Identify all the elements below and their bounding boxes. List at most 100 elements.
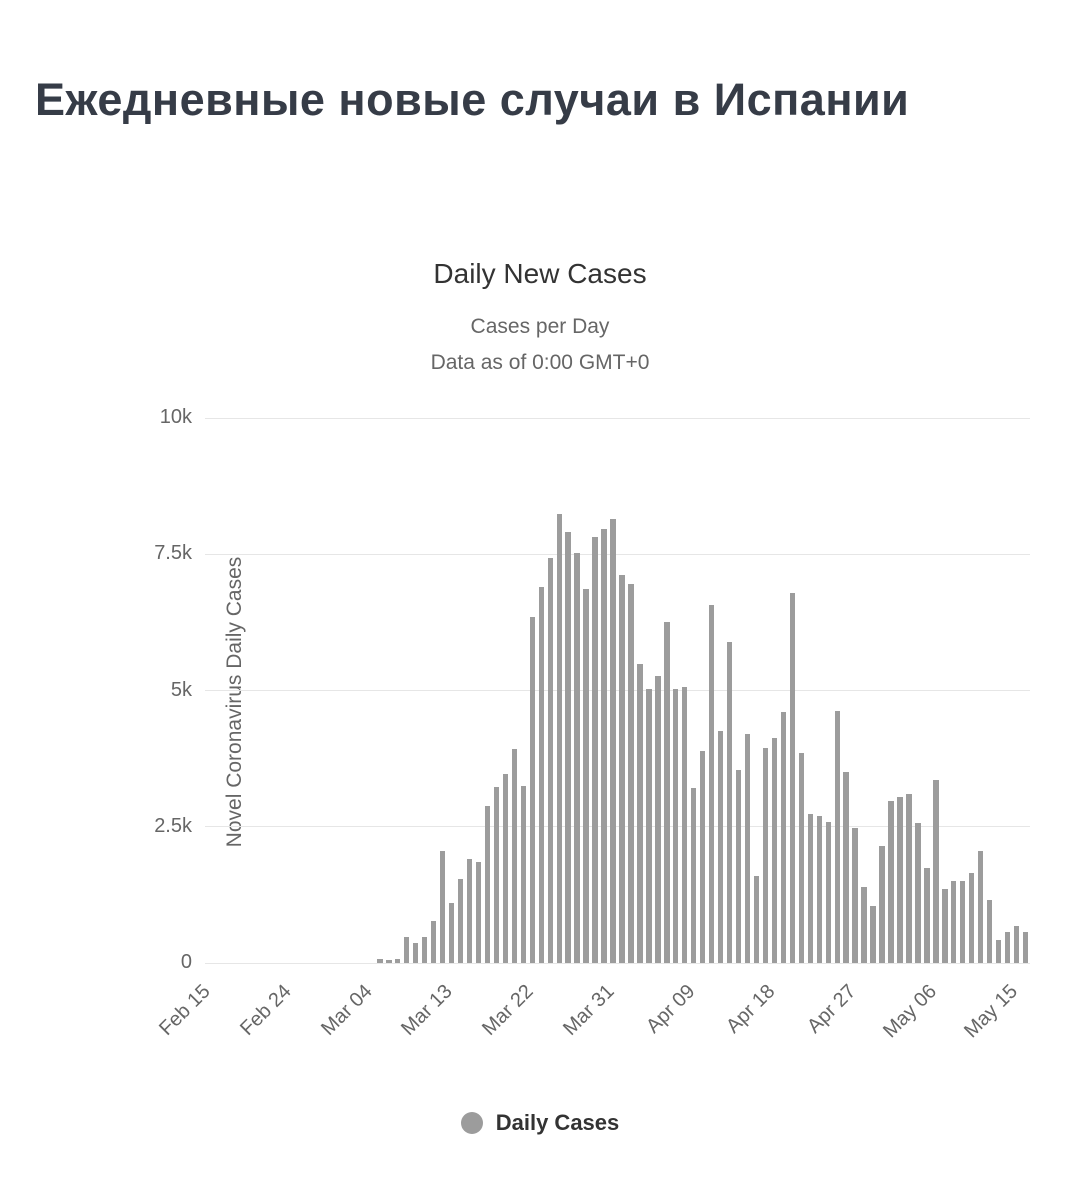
x-tick-label-feb-15: Feb 15 [155, 980, 215, 1040]
x-tick-label-apr-09: Apr 09 [641, 980, 700, 1038]
bar-apr-05[interactable] [655, 675, 661, 963]
bar-apr-13[interactable] [726, 642, 733, 963]
bar-may-05[interactable] [924, 868, 930, 963]
bar-apr-24[interactable] [825, 821, 831, 963]
bar-apr-07[interactable] [673, 689, 679, 963]
legend-item-daily-cases[interactable]: Daily Cases [0, 1103, 1080, 1143]
gridline-0 [205, 962, 1030, 964]
bar-apr-10[interactable] [699, 751, 706, 963]
bar-mar-06[interactable] [386, 960, 392, 963]
gridline-2.5k [205, 826, 1030, 828]
bar-mar-08[interactable] [404, 936, 410, 963]
bar-mar-11[interactable] [430, 920, 437, 963]
bar-mar-12[interactable] [439, 851, 446, 963]
bar-apr-26[interactable] [843, 772, 849, 963]
bar-mar-31[interactable] [610, 518, 616, 963]
bar-mar-27[interactable] [574, 553, 580, 963]
bar-may-01[interactable] [888, 800, 894, 963]
legend-label: Daily Cases [495, 1110, 620, 1135]
bar-apr-12[interactable] [717, 730, 724, 963]
bar-apr-08[interactable] [682, 686, 688, 963]
bar-apr-23[interactable] [816, 815, 822, 963]
bar-mar-25[interactable] [556, 513, 562, 963]
bar-mar-09[interactable] [413, 942, 419, 963]
chart-subtitle-data-asof: Data as of 0:00 GMT+0 [430, 351, 650, 374]
bar-may-08[interactable] [951, 881, 957, 963]
bar-may-07[interactable] [942, 889, 948, 963]
bar-apr-16[interactable] [753, 875, 760, 963]
bar-apr-27[interactable] [852, 827, 858, 963]
x-tick-label-may-15: May 15 [960, 980, 1022, 1043]
x-tick-label-apr-18: Apr 18 [722, 980, 780, 1038]
bar-may-02[interactable] [897, 797, 903, 963]
bar-apr-02[interactable] [628, 584, 634, 963]
bar-apr-09[interactable] [691, 788, 697, 963]
bar-apr-14[interactable] [735, 769, 742, 963]
bar-apr-06[interactable] [664, 622, 670, 963]
bar-may-06[interactable] [933, 780, 939, 963]
bar-mar-07[interactable] [395, 959, 401, 963]
bar-mar-14[interactable] [457, 878, 464, 963]
bar-may-12[interactable] [986, 900, 993, 963]
gridline-7.5k [205, 553, 1030, 555]
x-tick-label-mar-22: Mar 22 [478, 980, 538, 1040]
bar-mar-29[interactable] [592, 536, 598, 963]
chart-subtitle-cases-per-day: Cases per Day [470, 315, 610, 338]
bar-apr-20[interactable] [789, 592, 796, 963]
bar-may-14[interactable] [1004, 932, 1011, 963]
bar-may-11[interactable] [977, 851, 984, 963]
bar-mar-30[interactable] [601, 529, 607, 963]
bar-apr-04[interactable] [646, 689, 652, 963]
bar-apr-17[interactable] [762, 747, 769, 963]
bar-mar-15[interactable] [466, 859, 473, 963]
bar-apr-30[interactable] [879, 846, 885, 963]
y-tick-label-0: 0 [180, 951, 192, 973]
bar-mar-21[interactable] [520, 786, 527, 963]
bar-mar-28[interactable] [583, 588, 589, 963]
bar-mar-20[interactable] [511, 749, 518, 963]
plot-area: Novel Coronavirus Daily Cases 0 2.5k 5k 7.5… [154, 406, 1030, 1042]
x-tick-label-mar-31: Mar 31 [558, 980, 619, 1040]
bar-apr-03[interactable] [637, 663, 643, 963]
page-title: Ежедневные новые случаи в Испании [35, 74, 910, 126]
x-tick-label-feb-24: Feb 24 [236, 980, 296, 1040]
bar-may-16[interactable] [1022, 932, 1029, 963]
bar-apr-19[interactable] [780, 712, 787, 963]
bar-mar-26[interactable] [565, 531, 571, 963]
bar-mar-10[interactable] [422, 936, 428, 963]
bar-apr-18[interactable] [771, 737, 778, 963]
bar-apr-22[interactable] [807, 813, 813, 963]
x-tick-label-may-06: May 06 [879, 980, 942, 1043]
y-tick-label-7.5k: 7.5k [154, 542, 192, 565]
bar-apr-29[interactable] [870, 905, 876, 963]
bar-apr-11[interactable] [708, 604, 715, 963]
bar-apr-21[interactable] [798, 753, 805, 963]
bar-apr-01[interactable] [619, 574, 625, 963]
bar-mar-22[interactable] [529, 617, 535, 963]
bar-may-15[interactable] [1013, 925, 1020, 963]
bar-may-10[interactable] [969, 873, 975, 963]
bar-mar-19[interactable] [502, 774, 509, 963]
bar-apr-28[interactable] [861, 886, 867, 963]
y-axis-title: Novel Coronavirus Daily Cases [223, 556, 246, 848]
bar-mar-24[interactable] [547, 557, 553, 963]
y-tick-label-10k: 10k [159, 406, 192, 428]
bar-mar-17[interactable] [484, 806, 491, 963]
bar-apr-25[interactable] [834, 711, 840, 963]
bar-may-03[interactable] [906, 793, 912, 963]
x-tick-label-mar-04: Mar 04 [316, 980, 377, 1040]
bar-mar-23[interactable] [538, 586, 544, 963]
bar-may-09[interactable] [960, 881, 966, 963]
gridline-5k [205, 690, 1030, 691]
x-tick-label-apr-27: Apr 27 [803, 980, 861, 1038]
bar-apr-15[interactable] [744, 733, 751, 963]
chart-title: Daily New Cases [433, 258, 647, 289]
bar-may-04[interactable] [915, 823, 921, 963]
gridline-10k [205, 417, 1030, 419]
bar-mar-16[interactable] [475, 862, 482, 963]
legend-marker-icon [460, 1112, 483, 1134]
bar-may-13[interactable] [995, 940, 1002, 963]
bar-mar-18[interactable] [493, 786, 500, 963]
bar-mar-13[interactable] [448, 903, 455, 963]
bar-mar-05[interactable] [377, 959, 383, 963]
